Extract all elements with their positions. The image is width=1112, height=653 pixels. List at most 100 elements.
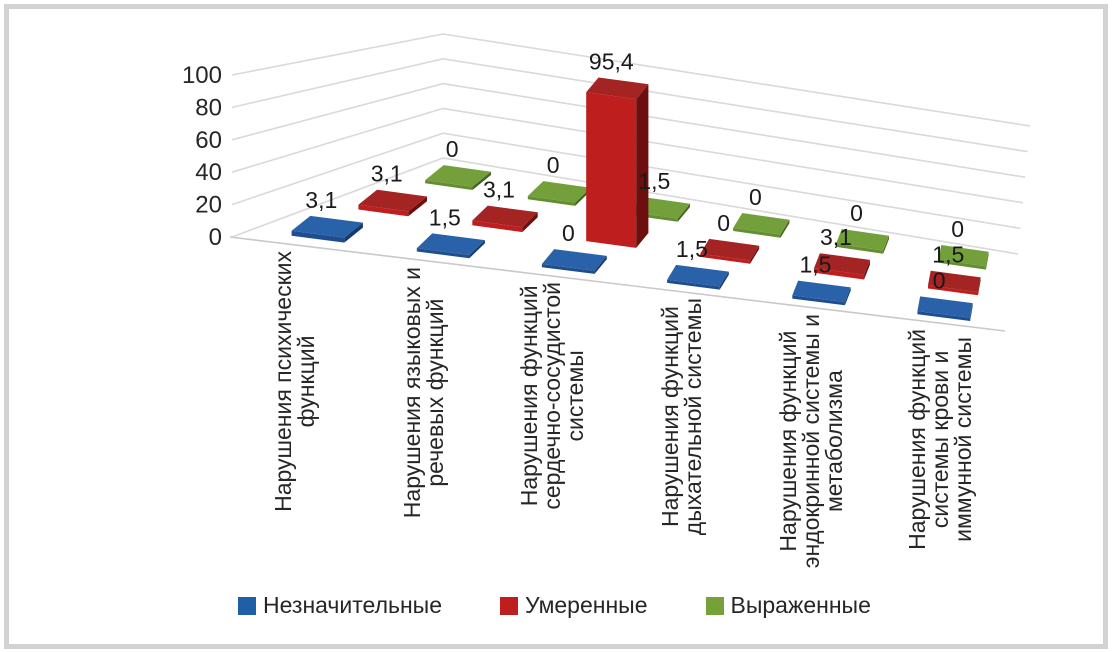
bar-face-front xyxy=(358,204,409,217)
bar-face-side xyxy=(864,259,870,280)
legend-item-vyrazhennye: Выраженные xyxy=(705,592,871,619)
bar-series2-cat3 xyxy=(586,77,649,248)
value-label: 0 xyxy=(446,136,459,162)
bar-face-front xyxy=(416,248,470,259)
bar-face-front xyxy=(700,253,751,264)
bar-face-top xyxy=(792,280,851,303)
bar-series1-cat2 xyxy=(416,233,485,259)
y-tick-label: 0 xyxy=(209,224,222,251)
bar-face-top xyxy=(733,213,790,235)
y-tick-label: 100 xyxy=(182,62,222,89)
bar-face-front xyxy=(527,196,576,206)
bar-face-side xyxy=(844,287,851,306)
value-label: 0 xyxy=(749,184,762,210)
bar-face-top xyxy=(586,77,649,100)
bar-face-top xyxy=(541,249,607,271)
bar-face-side xyxy=(594,255,607,274)
bar-series2-cat1 xyxy=(358,189,427,217)
bar-series3-cat1 xyxy=(425,165,491,190)
y-tick-label: 60 xyxy=(195,127,222,154)
bar-face-top xyxy=(928,270,981,293)
gridline-20 xyxy=(231,132,1021,230)
bar-face-side xyxy=(978,277,981,296)
bar-face-side xyxy=(469,240,485,259)
bar-series1-cat1 xyxy=(291,215,363,243)
gridline-40 xyxy=(231,107,1023,204)
bar-face-top xyxy=(667,264,729,287)
bar-face-side xyxy=(985,251,989,270)
bar-face-front xyxy=(938,259,986,270)
category-axis-line xyxy=(229,236,1006,332)
value-label: 1,5 xyxy=(676,236,708,262)
bar-series2-cat2 xyxy=(472,205,538,233)
bar-face-top xyxy=(291,215,363,238)
value-label: 95,4 xyxy=(589,49,634,75)
bar-series2-cat5 xyxy=(814,253,870,280)
gridline-60 xyxy=(231,82,1026,178)
bar-series1-cat6 xyxy=(917,296,973,321)
bar-face-side xyxy=(719,271,729,290)
category-label: Нарушения функций сердечно-сосудистой си… xyxy=(516,282,589,510)
bar-face-front xyxy=(472,220,523,233)
bar-face-front xyxy=(733,227,781,238)
bar-face-top xyxy=(416,233,485,255)
bar-face-side xyxy=(883,235,889,254)
legend-label: Незначительные xyxy=(263,592,442,618)
bar-face-side xyxy=(344,222,363,243)
category-label: Нарушения функций системы крови и иммунн… xyxy=(903,329,976,551)
bar-face-side xyxy=(677,203,690,222)
legend: Незначительные Умеренные Выраженные xyxy=(238,592,871,619)
value-label: 1,5 xyxy=(800,252,832,278)
gridline-0 xyxy=(231,157,1019,255)
bar-face-side xyxy=(780,219,790,238)
bar-face-top xyxy=(700,238,760,261)
bar-face-top xyxy=(836,229,889,251)
bar-face-side xyxy=(750,245,760,264)
value-label: 3,1 xyxy=(371,161,403,187)
bar-face-front xyxy=(928,285,978,296)
bar-face-side xyxy=(970,303,973,321)
bar-face-front xyxy=(541,264,595,274)
bar-face-front xyxy=(814,267,865,280)
value-label: 1,5 xyxy=(932,242,964,268)
bar-series3-cat6 xyxy=(938,245,989,270)
bar-series3-cat4 xyxy=(733,213,790,238)
bar-face-front xyxy=(667,279,720,290)
legend-swatch-green xyxy=(705,596,724,615)
bar-face-top xyxy=(472,205,538,228)
legend-swatch-red xyxy=(500,596,518,615)
value-label: 0 xyxy=(547,152,560,178)
bar-face-top xyxy=(938,245,989,267)
legend-item-umerennye: Умеренные xyxy=(500,592,648,619)
y-tick-label: 40 xyxy=(195,159,222,186)
category-label: Нарушения функций дыхательной системы xyxy=(657,297,707,536)
bar-face-front xyxy=(586,92,637,248)
bar-face-side xyxy=(522,212,538,233)
bar-face-top xyxy=(814,253,870,275)
value-label: 0 xyxy=(951,216,964,242)
bar-face-front xyxy=(917,311,971,321)
category-label: Нарушения языковых и речевых функций xyxy=(398,266,448,518)
bar-face-front xyxy=(291,230,345,243)
value-label: 3,1 xyxy=(305,187,337,213)
gridline-80 xyxy=(231,57,1028,153)
value-label: 1,5 xyxy=(638,168,670,194)
value-label: 0 xyxy=(850,200,863,226)
bar-face-top xyxy=(527,181,591,203)
y-tick-label: 80 xyxy=(195,94,222,121)
bar-series1-cat4 xyxy=(667,264,729,290)
value-label: 0 xyxy=(933,267,946,293)
category-label: Нарушения функций эндокринной системы и … xyxy=(774,313,847,568)
bar-series1-cat5 xyxy=(792,280,851,306)
bar-face-front xyxy=(836,243,884,254)
y-tick-label: 20 xyxy=(195,192,222,219)
value-label: 1,5 xyxy=(429,204,461,230)
value-label: 0 xyxy=(717,210,730,236)
bar-face-top xyxy=(917,296,973,318)
value-label: 3,1 xyxy=(483,177,515,203)
bar-series3-cat2 xyxy=(527,181,591,206)
value-label: 3,1 xyxy=(820,224,852,250)
gridline-100 xyxy=(231,33,1031,127)
